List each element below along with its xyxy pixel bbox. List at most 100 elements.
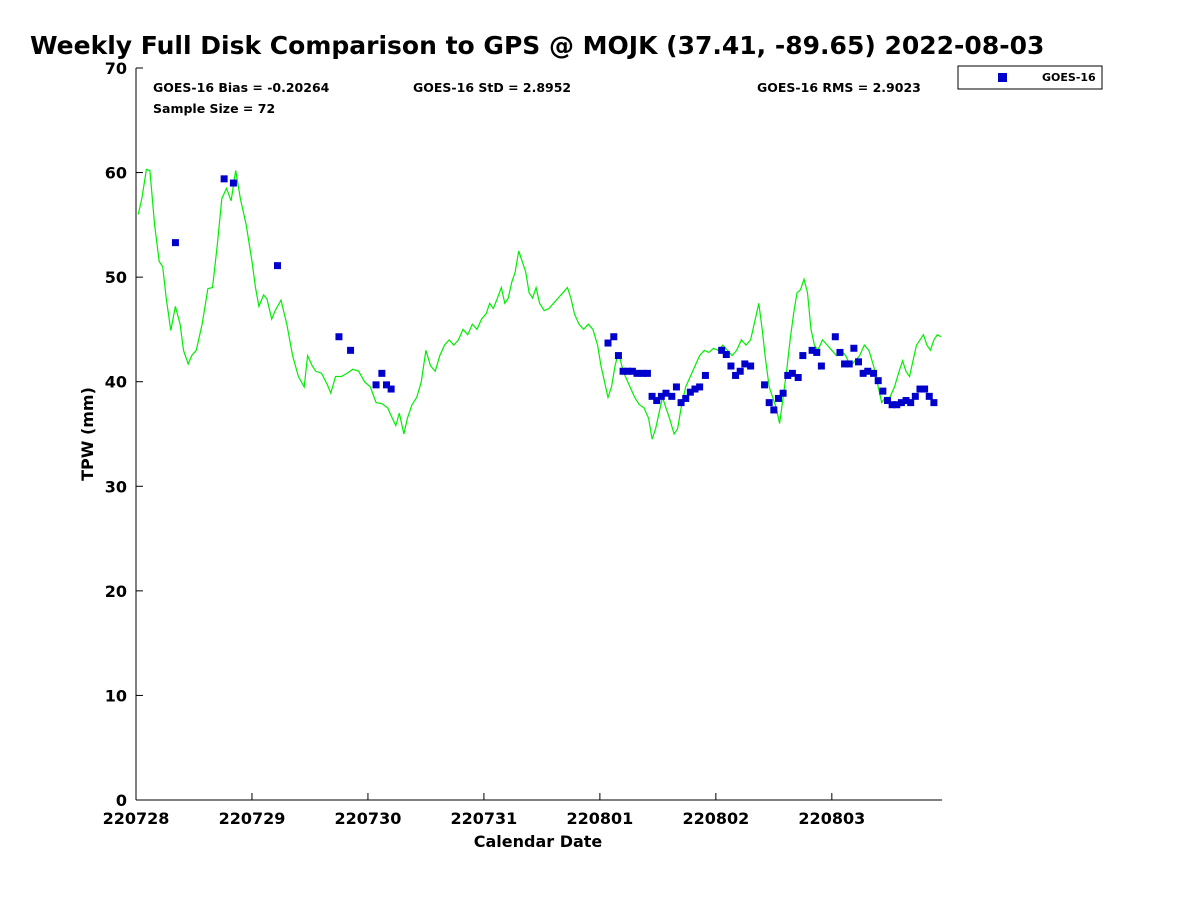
goes16-point	[888, 401, 896, 409]
y-tick-label: 20	[105, 582, 127, 601]
chart-title: Weekly Full Disk Comparison to GPS @ MOJ…	[30, 31, 1044, 60]
x-tick-label: 220730	[335, 809, 402, 828]
goes16-point	[841, 360, 849, 368]
goes16-point	[765, 399, 773, 407]
goes16-point	[836, 348, 844, 356]
y-tick-label: 10	[105, 686, 127, 705]
goes16-point	[907, 399, 915, 407]
goes16-point	[614, 352, 622, 360]
goes16-points-layer	[171, 175, 938, 414]
y-tick-label: 30	[105, 477, 127, 496]
goes16-point	[874, 377, 882, 385]
y-tick-label: 70	[105, 59, 127, 78]
goes16-point	[668, 392, 676, 400]
x-tick-label: 220803	[798, 809, 865, 828]
goes16-point	[741, 360, 749, 368]
goes16-point	[639, 369, 647, 377]
goes16-point	[808, 346, 816, 354]
goes16-point	[761, 381, 769, 389]
goes16-point	[779, 389, 787, 397]
goes16-point	[747, 362, 755, 370]
goes16-point	[813, 348, 821, 356]
goes16-point	[701, 371, 709, 379]
goes16-point	[347, 346, 355, 354]
goes16-point	[686, 388, 694, 396]
x-tick-label: 220731	[451, 809, 518, 828]
legend-box	[957, 65, 1103, 90]
goes16-point	[648, 392, 656, 400]
goes16-point	[770, 406, 778, 414]
goes16-point	[633, 369, 641, 377]
goes16-point	[845, 360, 853, 368]
goes16-point	[372, 381, 380, 389]
goes16-point	[628, 367, 636, 375]
goes16-point	[774, 394, 782, 402]
goes16-point	[610, 333, 618, 341]
goes16-point	[378, 369, 386, 377]
goes16-point	[696, 383, 704, 391]
goes16-point	[229, 179, 237, 187]
std-stat: GOES-16 StD = 2.8952	[413, 80, 571, 95]
x-tick-label: 220729	[219, 809, 286, 828]
goes16-point	[382, 381, 390, 389]
y-tick-label: 40	[105, 373, 127, 392]
bias-stat: GOES-16 Bias = -0.20264	[153, 80, 330, 95]
y-tick-label: 60	[105, 164, 127, 183]
goes16-point	[220, 175, 228, 183]
goes16-point	[925, 392, 933, 400]
goes16-point	[335, 333, 343, 341]
goes16-point	[619, 367, 627, 375]
goes16-point	[387, 385, 395, 393]
x-ticks: 220728 220729 220730 220731 220801 220802 2208…	[103, 793, 865, 828]
goes16-point	[864, 367, 872, 375]
goes16-point	[859, 369, 867, 377]
goes16-point	[930, 399, 938, 407]
legend-marker-goes16	[998, 73, 1007, 82]
x-tick-label: 220801	[566, 809, 633, 828]
y-axis-label: TPW (mm)	[78, 387, 97, 481]
goes16-point	[691, 385, 699, 393]
goes16-point	[893, 401, 901, 409]
legend: GOES-16	[957, 65, 1103, 90]
goes16-point	[722, 351, 730, 359]
goes16-point	[784, 371, 792, 379]
x-axis-label: Calendar Date	[474, 832, 603, 851]
goes16-point	[794, 374, 802, 382]
y-tick-label: 0	[116, 791, 127, 810]
goes16-point	[736, 367, 744, 375]
goes16-point	[662, 389, 670, 397]
goes16-point	[883, 397, 891, 405]
gps-line-layer	[137, 168, 942, 440]
goes16-point	[677, 399, 685, 407]
goes16-point	[911, 392, 919, 400]
y-ticks: 0 10 20 30 40 50 60 70	[105, 59, 143, 810]
goes16-point	[657, 392, 665, 400]
rms-stat: GOES-16 RMS = 2.9023	[757, 80, 921, 95]
goes16-point	[897, 399, 905, 407]
gps-tpw-line	[137, 168, 942, 440]
goes16-point	[672, 383, 680, 391]
legend-label-goes16: GOES-16	[1042, 71, 1096, 84]
goes16-point	[870, 369, 878, 377]
goes16-point	[850, 344, 858, 352]
goes16-point	[682, 394, 690, 402]
goes16-point	[902, 397, 910, 405]
goes16-point	[718, 346, 726, 354]
goes16-point	[879, 387, 887, 395]
goes16-point	[732, 371, 740, 379]
goes16-point	[831, 333, 839, 341]
plot-area: 0 10 20 30 40 50 60 70 220728 220729 220730 220731…	[103, 59, 942, 828]
y-tick-label: 50	[105, 268, 127, 287]
x-tick-label: 220802	[682, 809, 749, 828]
goes16-point	[916, 385, 924, 393]
goes16-point	[855, 358, 863, 366]
goes16-point	[921, 385, 929, 393]
goes16-point	[604, 339, 612, 347]
sample-size-stat: Sample Size = 72	[153, 101, 275, 116]
goes16-point	[653, 397, 661, 405]
goes16-point	[817, 362, 825, 370]
goes16-point	[273, 262, 281, 270]
goes16-point	[643, 369, 651, 377]
goes16-point	[788, 369, 796, 377]
